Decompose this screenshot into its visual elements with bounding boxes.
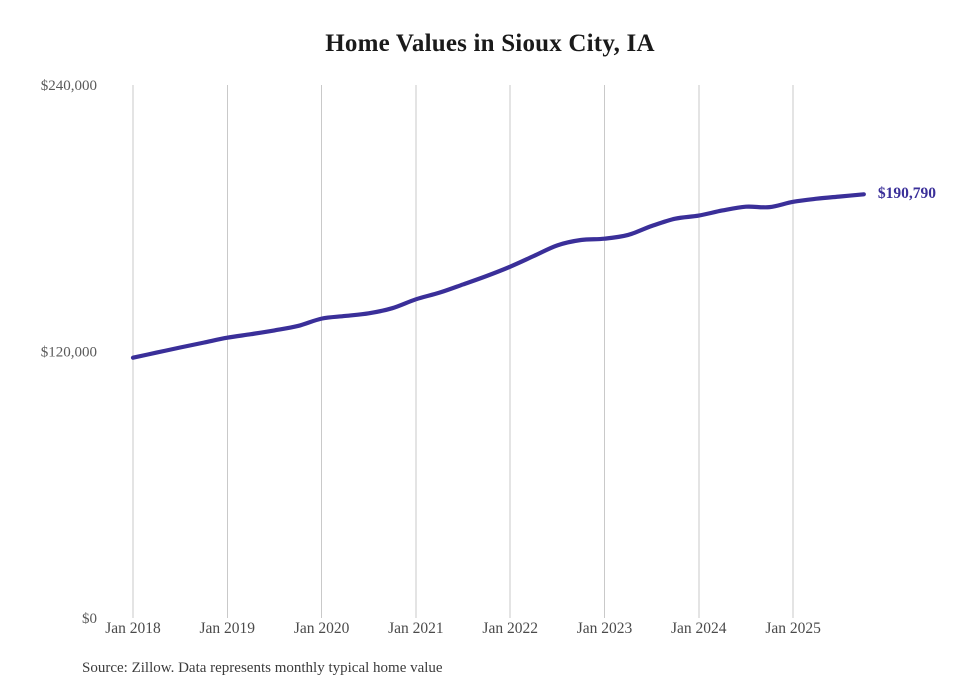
gridlines-group (132, 85, 794, 618)
x-tick-labels-group: Jan 2018 Jan 2019 Jan 2020 Jan 2021 Jan 2022… (105, 620, 821, 637)
x-tick-label: Jan 2018 (105, 620, 161, 637)
y-tick-label: $120,000 (41, 345, 97, 361)
x-tick-label: Jan 2024 (671, 620, 727, 637)
y-tick-labels-group: $0 $120,000 $240,000 (41, 78, 97, 627)
chart-title: Home Values in Sioux City, IA (325, 30, 655, 57)
end-value-label: $190,790 (878, 185, 936, 202)
x-tick-label: Jan 2023 (577, 620, 633, 637)
x-tick-label: Jan 2019 (200, 620, 256, 637)
data-line-series (130, 192, 866, 360)
y-tick-label: $0 (82, 611, 97, 627)
source-note: Source: Zillow. Data represents monthly … (82, 660, 443, 676)
y-tick-label: $240,000 (41, 78, 97, 94)
x-tick-label: Jan 2025 (765, 620, 821, 637)
x-tick-label: Jan 2022 (482, 620, 538, 637)
x-tick-label: Jan 2020 (294, 620, 350, 637)
x-tick-label: Jan 2021 (388, 620, 444, 637)
